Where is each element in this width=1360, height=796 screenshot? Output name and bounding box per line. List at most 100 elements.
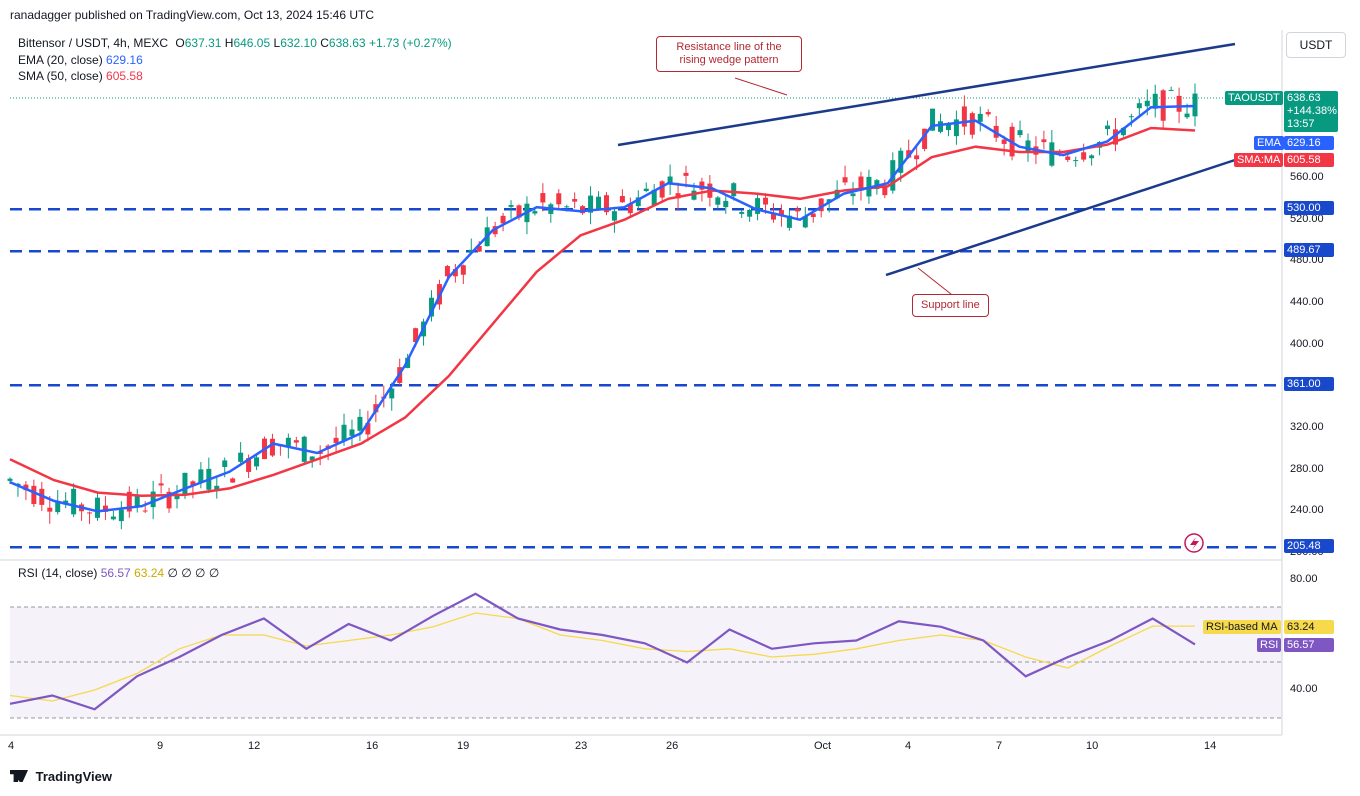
time-tick: 12 bbox=[248, 740, 261, 752]
candle-body bbox=[755, 198, 761, 214]
candle-body bbox=[747, 209, 753, 217]
candle-body bbox=[572, 199, 578, 202]
candle-body bbox=[1041, 139, 1047, 143]
candle-body bbox=[858, 176, 864, 191]
rsi-ma-value-tag: 63.24 bbox=[1284, 620, 1334, 634]
time-tick: Oct bbox=[814, 740, 832, 752]
rsi-line bbox=[9, 592, 1196, 711]
candle-body bbox=[365, 423, 371, 435]
candle-body bbox=[619, 195, 625, 203]
time-tick: 16 bbox=[366, 740, 379, 752]
candle-body bbox=[516, 205, 522, 218]
candle-body bbox=[1105, 125, 1111, 130]
candle-body bbox=[230, 478, 236, 483]
candle-body bbox=[285, 437, 291, 447]
candle-body bbox=[500, 215, 506, 224]
support-line bbox=[885, 158, 1236, 277]
candle-body bbox=[802, 216, 808, 228]
candle-body bbox=[1120, 127, 1126, 136]
open-label: O bbox=[175, 36, 185, 50]
symbol-name[interactable]: Bittensor / USDT, 4h, MEXC bbox=[18, 36, 169, 50]
candle-body bbox=[389, 388, 395, 399]
candle-body bbox=[938, 121, 944, 132]
candle-body bbox=[508, 204, 514, 207]
footer-brand[interactable]: TradingView bbox=[10, 769, 112, 784]
candle-body bbox=[985, 112, 991, 115]
currency-button[interactable]: USDT bbox=[1286, 32, 1346, 58]
candles bbox=[7, 83, 1198, 530]
candle-body bbox=[47, 507, 53, 512]
publisher-line: ranadagger published on TradingView.com,… bbox=[10, 8, 375, 22]
candle-body bbox=[1128, 116, 1134, 118]
sma-legend[interactable]: SMA (50, close) 605.58 bbox=[18, 69, 143, 83]
candle-body bbox=[540, 193, 546, 203]
candle-body bbox=[341, 424, 347, 441]
symbol-row: Bittensor / USDT, 4h, MEXC O637.31 H646.… bbox=[18, 36, 452, 50]
candle-body bbox=[333, 437, 339, 443]
candle-body bbox=[413, 328, 419, 343]
sma-line bbox=[9, 126, 1196, 497]
ema-legend-value: 629.16 bbox=[106, 53, 143, 67]
price-tick: 520.00 bbox=[1290, 212, 1324, 225]
candle-body bbox=[882, 186, 888, 196]
candle-body bbox=[452, 268, 458, 277]
candle-body bbox=[1112, 129, 1118, 145]
rsi-tick: 80.00 bbox=[1290, 573, 1318, 585]
close-label: C bbox=[320, 36, 329, 50]
ema-legend-label: EMA (20, close) bbox=[18, 53, 103, 67]
level-tag: 205.48 bbox=[1284, 539, 1334, 554]
change-value: +1.73 (+0.27%) bbox=[368, 36, 452, 50]
sma-tag: SMA:MA bbox=[1234, 153, 1284, 167]
candle-body bbox=[914, 155, 920, 160]
candle-body bbox=[763, 197, 769, 205]
candle-body bbox=[1017, 130, 1023, 136]
candle-body bbox=[961, 106, 967, 127]
rsi-ma-legend-value: 63.24 bbox=[134, 566, 165, 580]
time-tick: 4 bbox=[8, 740, 15, 752]
candle-body bbox=[222, 460, 228, 467]
ema-legend[interactable]: EMA (20, close) 629.16 bbox=[18, 53, 143, 67]
candle-body bbox=[596, 196, 602, 210]
candle-body bbox=[588, 195, 594, 213]
candle-body bbox=[580, 206, 586, 214]
candle-body bbox=[7, 478, 13, 481]
candle-body bbox=[930, 108, 936, 131]
candle-body bbox=[1025, 140, 1031, 152]
candle-body bbox=[182, 472, 188, 495]
ema-value-tag: 629.16 bbox=[1284, 136, 1334, 150]
open-value: 637.31 bbox=[184, 36, 222, 50]
bar-timer: 13:57 bbox=[1287, 118, 1315, 130]
sma-legend-value: 605.58 bbox=[106, 69, 143, 83]
ema-line bbox=[9, 104, 1196, 513]
sma-value-tag: 605.58 bbox=[1284, 153, 1334, 167]
rsi-ma-tag: RSI-based MA bbox=[1203, 620, 1281, 634]
candle-body bbox=[627, 203, 633, 214]
last-price-value: 638.63 bbox=[1287, 92, 1321, 104]
level-tag: 530.00 bbox=[1284, 201, 1334, 216]
candle-body bbox=[309, 456, 315, 461]
support-callout-pointer bbox=[917, 267, 957, 299]
candle-body bbox=[71, 488, 77, 515]
candle-body bbox=[158, 483, 164, 486]
resistance-callout-pointer bbox=[734, 77, 788, 96]
candle-body bbox=[476, 245, 482, 252]
candle-body bbox=[635, 197, 641, 207]
candle-body bbox=[977, 113, 983, 122]
candle-body bbox=[731, 183, 737, 197]
resistance-callout: Resistance line of the rising wedge patt… bbox=[656, 36, 802, 72]
rsi-legend[interactable]: RSI (14, close) 56.57 63.24 ∅ ∅ ∅ ∅ bbox=[18, 566, 219, 580]
horizontal-levels bbox=[10, 208, 1282, 549]
time-tick: 10 bbox=[1086, 740, 1099, 752]
candle-body bbox=[1176, 95, 1182, 112]
candle-body bbox=[683, 172, 689, 176]
candle-body bbox=[1184, 113, 1190, 118]
level-tag: 361.00 bbox=[1284, 377, 1334, 392]
candle-body bbox=[102, 505, 108, 512]
candle-body bbox=[945, 123, 951, 131]
rsi-legend-label: RSI (14, close) bbox=[18, 566, 98, 580]
candle-body bbox=[460, 265, 466, 275]
candle-body bbox=[1136, 103, 1142, 109]
candle-body bbox=[770, 212, 776, 220]
candle-body bbox=[834, 189, 840, 199]
